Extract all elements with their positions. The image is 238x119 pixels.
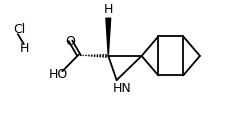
Text: H: H <box>104 3 113 16</box>
Polygon shape <box>106 18 111 56</box>
Text: HN: HN <box>113 82 132 95</box>
Text: H: H <box>20 42 30 55</box>
Text: O: O <box>65 35 75 48</box>
Text: HO: HO <box>49 68 68 81</box>
Text: Cl: Cl <box>13 23 25 36</box>
